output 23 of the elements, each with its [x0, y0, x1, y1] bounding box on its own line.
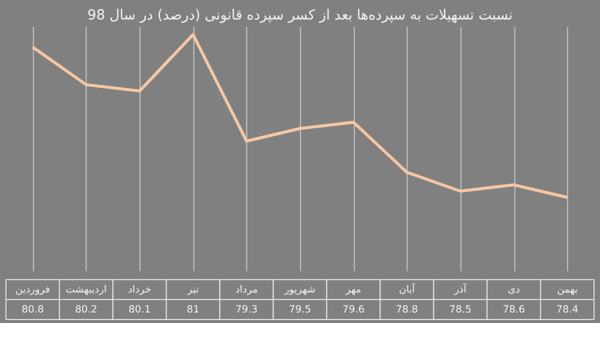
data-label: 78.6: [502, 304, 525, 316]
data-label: 78.4: [556, 304, 578, 316]
x-tick-label: تیر: [186, 284, 199, 296]
x-tick-label: آذر: [453, 282, 468, 296]
data-label: 80.8: [22, 304, 44, 316]
x-tick-label: خرداد: [128, 284, 152, 296]
data-label: 79.3: [235, 304, 258, 316]
data-label: 79.6: [342, 304, 365, 316]
x-tick-label: بهمن: [556, 284, 578, 296]
data-label: 81: [186, 304, 200, 316]
x-tick-label: مهر: [344, 284, 362, 296]
data-label: 80.2: [75, 304, 98, 316]
x-tick-label: دی: [508, 284, 520, 296]
x-tick-label: شهریور: [283, 284, 316, 296]
data-label: 80.1: [128, 304, 151, 316]
data-label: 79.5: [288, 304, 312, 316]
chart-title: نسبت تسهیلات به سپرده‌ها بعد از کسر سپرده قانونی (درصد) در سال 98: [87, 7, 513, 24]
x-tick-label: مرداد: [235, 284, 258, 296]
data-label: 78.8: [396, 304, 418, 316]
data-label: 78.5: [449, 304, 472, 316]
x-tick-label: آبان: [398, 282, 416, 296]
x-tick-label: فروردین: [15, 284, 50, 296]
x-tick-label: اردیبهشت: [66, 284, 107, 296]
